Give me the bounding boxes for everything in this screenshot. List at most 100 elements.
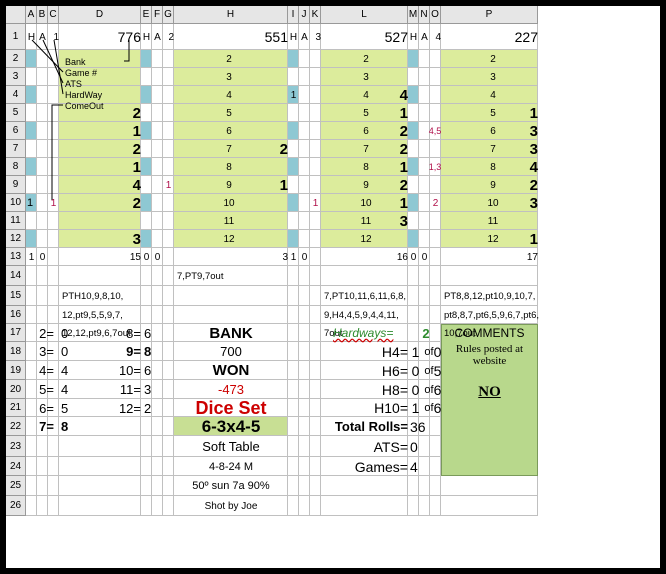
grid-cell[interactable] bbox=[408, 324, 419, 342]
grid-cell[interactable] bbox=[59, 476, 141, 496]
grid-cell[interactable] bbox=[59, 361, 141, 380]
grid-cell[interactable] bbox=[163, 496, 174, 516]
grid-cell[interactable] bbox=[163, 104, 174, 122]
grid-cell[interactable] bbox=[419, 176, 430, 194]
grid-cell[interactable] bbox=[430, 194, 441, 212]
grid-cell[interactable] bbox=[174, 286, 288, 306]
column-header-j[interactable]: J bbox=[299, 6, 310, 24]
grid-cell[interactable] bbox=[419, 50, 430, 68]
grid-cell[interactable] bbox=[26, 380, 37, 399]
grid-cell[interactable] bbox=[321, 266, 408, 286]
grid-cell[interactable] bbox=[299, 212, 310, 230]
grid-cell[interactable] bbox=[408, 68, 419, 86]
grid-cell[interactable] bbox=[430, 266, 441, 286]
grid-cell[interactable] bbox=[26, 457, 37, 476]
grid-cell[interactable] bbox=[141, 248, 152, 266]
grid-cell[interactable] bbox=[430, 324, 441, 342]
grid-cell[interactable] bbox=[310, 496, 321, 516]
grid-cell[interactable] bbox=[37, 380, 48, 399]
grid-cell[interactable] bbox=[441, 230, 538, 248]
grid-cell[interactable] bbox=[26, 436, 37, 457]
row-header-22[interactable]: 22 bbox=[6, 417, 26, 436]
grid-cell[interactable] bbox=[299, 306, 310, 324]
grid-cell[interactable] bbox=[37, 140, 48, 158]
grid-cell[interactable] bbox=[441, 158, 538, 176]
grid-cell[interactable] bbox=[321, 176, 408, 194]
grid-cell[interactable] bbox=[310, 104, 321, 122]
grid-cell[interactable] bbox=[419, 436, 430, 457]
grid-cell[interactable] bbox=[37, 417, 48, 436]
grid-cell[interactable] bbox=[26, 417, 37, 436]
grid-cell[interactable] bbox=[152, 476, 163, 496]
grid-cell[interactable] bbox=[26, 306, 37, 324]
grid-cell[interactable] bbox=[37, 361, 48, 380]
grid-cell[interactable] bbox=[299, 417, 310, 436]
grid-cell[interactable] bbox=[174, 230, 288, 248]
grid-cell[interactable] bbox=[37, 436, 48, 457]
select-all-corner[interactable] bbox=[6, 6, 26, 24]
grid-cell[interactable] bbox=[408, 122, 419, 140]
grid-cell[interactable] bbox=[141, 230, 152, 248]
grid-cell[interactable] bbox=[430, 122, 441, 140]
grid-cell[interactable] bbox=[299, 194, 310, 212]
grid-cell[interactable] bbox=[299, 399, 310, 417]
grid-cell[interactable] bbox=[174, 324, 288, 342]
grid-cell[interactable] bbox=[321, 476, 408, 496]
grid-cell[interactable] bbox=[59, 496, 141, 516]
grid-cell[interactable] bbox=[152, 24, 163, 50]
row-header-12[interactable]: 12 bbox=[6, 230, 26, 248]
grid-cell[interactable] bbox=[419, 194, 430, 212]
grid-cell[interactable] bbox=[163, 380, 174, 399]
grid-cell[interactable] bbox=[419, 306, 430, 324]
grid-cell[interactable] bbox=[441, 194, 538, 212]
grid-cell[interactable] bbox=[37, 194, 48, 212]
grid-cell[interactable] bbox=[174, 194, 288, 212]
grid-cell[interactable] bbox=[310, 158, 321, 176]
grid-cell[interactable] bbox=[152, 230, 163, 248]
grid-cell[interactable] bbox=[299, 361, 310, 380]
grid-cell[interactable] bbox=[408, 194, 419, 212]
grid-cell[interactable] bbox=[310, 86, 321, 104]
grid-cell[interactable] bbox=[26, 361, 37, 380]
grid-cell[interactable] bbox=[174, 68, 288, 86]
grid-cell[interactable] bbox=[321, 361, 408, 380]
grid-cell[interactable] bbox=[174, 266, 288, 286]
grid-cell[interactable] bbox=[48, 417, 59, 436]
grid-cell[interactable] bbox=[152, 212, 163, 230]
grid-cell[interactable] bbox=[152, 104, 163, 122]
grid-cell[interactable] bbox=[37, 476, 48, 496]
grid-cell[interactable] bbox=[59, 212, 141, 230]
grid-cell[interactable] bbox=[299, 104, 310, 122]
grid-cell[interactable] bbox=[430, 496, 441, 516]
grid-cell[interactable] bbox=[152, 176, 163, 194]
grid-cell[interactable] bbox=[419, 342, 430, 361]
grid-cell[interactable] bbox=[152, 436, 163, 457]
grid-cell[interactable] bbox=[174, 176, 288, 194]
grid-cell[interactable] bbox=[37, 104, 48, 122]
grid-cell[interactable] bbox=[310, 324, 321, 342]
grid-cell[interactable] bbox=[441, 104, 538, 122]
grid-cell[interactable] bbox=[48, 342, 59, 361]
grid-cell[interactable] bbox=[430, 286, 441, 306]
row-header-15[interactable]: 15 bbox=[6, 286, 26, 306]
grid-cell[interactable] bbox=[430, 140, 441, 158]
grid-cell[interactable] bbox=[408, 286, 419, 306]
row-header-1[interactable]: 1 bbox=[6, 24, 26, 50]
grid-cell[interactable] bbox=[408, 248, 419, 266]
grid-cell[interactable] bbox=[419, 399, 430, 417]
grid-cell[interactable] bbox=[288, 230, 299, 248]
grid-cell[interactable] bbox=[299, 324, 310, 342]
column-header-a[interactable]: A bbox=[26, 6, 37, 24]
grid-cell[interactable] bbox=[441, 248, 538, 266]
grid-cell[interactable] bbox=[430, 104, 441, 122]
grid-cell[interactable] bbox=[152, 248, 163, 266]
grid-cell[interactable] bbox=[419, 266, 430, 286]
grid-cell[interactable] bbox=[288, 361, 299, 380]
grid-cell[interactable] bbox=[59, 306, 141, 324]
row-header-6[interactable]: 6 bbox=[6, 122, 26, 140]
grid-cell[interactable] bbox=[299, 248, 310, 266]
grid-cell[interactable] bbox=[430, 342, 441, 361]
grid-cell[interactable] bbox=[288, 86, 299, 104]
grid-cell[interactable] bbox=[141, 122, 152, 140]
grid-cell[interactable] bbox=[152, 50, 163, 68]
